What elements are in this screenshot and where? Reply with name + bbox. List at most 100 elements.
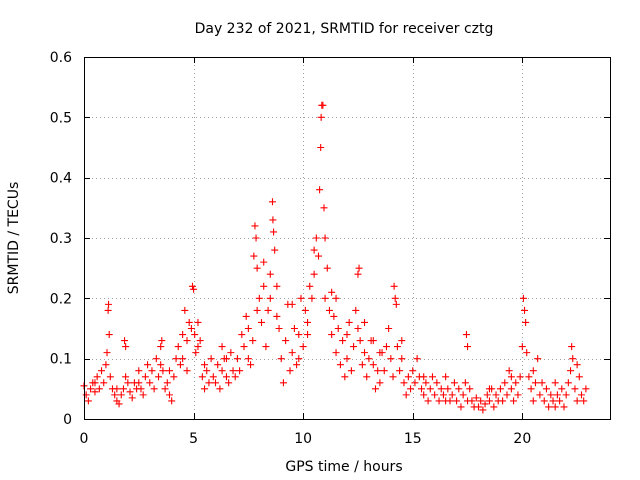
data-point bbox=[262, 343, 270, 351]
data-point bbox=[339, 337, 347, 345]
data-point bbox=[82, 391, 90, 399]
data-point bbox=[475, 403, 482, 411]
data-point bbox=[369, 361, 377, 369]
data-point bbox=[459, 391, 467, 399]
data-point bbox=[352, 306, 360, 314]
data-point bbox=[170, 373, 178, 381]
chart-title: Day 232 of 2021, SRMTID for receiver czt… bbox=[195, 21, 494, 37]
data-point bbox=[407, 385, 415, 393]
data-point bbox=[251, 222, 259, 230]
data-point bbox=[308, 294, 316, 302]
data-point bbox=[260, 258, 268, 266]
data-point bbox=[390, 282, 398, 290]
data-point bbox=[409, 367, 417, 375]
data-point bbox=[188, 282, 196, 290]
data-point bbox=[172, 355, 180, 363]
data-point bbox=[315, 252, 323, 260]
data-point bbox=[159, 367, 167, 375]
data-point bbox=[273, 282, 281, 290]
data-point bbox=[244, 325, 252, 332]
axis-ticks bbox=[84, 57, 610, 420]
data-point bbox=[163, 379, 171, 387]
data-point bbox=[304, 318, 312, 326]
data-point bbox=[420, 373, 428, 381]
data-point bbox=[551, 403, 559, 411]
data-point bbox=[240, 343, 248, 351]
data-point bbox=[117, 391, 125, 399]
data-point bbox=[299, 343, 307, 351]
data-point bbox=[578, 391, 586, 399]
data-point bbox=[501, 379, 509, 387]
data-point bbox=[499, 397, 507, 405]
data-point bbox=[442, 373, 450, 381]
data-point bbox=[273, 312, 281, 320]
data-point bbox=[464, 397, 472, 405]
data-point bbox=[176, 361, 184, 369]
data-point bbox=[260, 282, 268, 290]
data-point bbox=[396, 367, 404, 375]
data-point bbox=[472, 394, 480, 402]
data-point bbox=[510, 397, 518, 405]
data-point bbox=[91, 388, 99, 396]
data-point bbox=[194, 318, 202, 326]
data-point bbox=[87, 385, 95, 393]
data-point bbox=[201, 385, 209, 393]
data-point bbox=[369, 337, 377, 345]
data-point bbox=[316, 186, 324, 194]
data-point bbox=[371, 385, 379, 393]
data-point bbox=[540, 397, 548, 405]
data-point bbox=[496, 385, 504, 393]
data-point bbox=[102, 361, 110, 369]
data-point bbox=[198, 373, 206, 381]
data-point bbox=[207, 355, 215, 363]
data-point bbox=[568, 343, 576, 351]
data-point bbox=[203, 367, 211, 375]
data-point bbox=[426, 385, 434, 393]
data-point bbox=[464, 343, 472, 351]
data-point bbox=[529, 397, 537, 405]
data-point bbox=[518, 343, 526, 351]
data-point bbox=[115, 400, 123, 408]
data-point bbox=[225, 379, 233, 387]
data-point bbox=[264, 306, 272, 314]
data-point bbox=[527, 385, 535, 393]
data-point bbox=[236, 367, 244, 375]
data-point bbox=[168, 397, 176, 405]
data-point bbox=[507, 373, 515, 381]
data-point bbox=[144, 361, 152, 369]
data-point bbox=[356, 337, 364, 345]
data-point bbox=[376, 349, 384, 357]
data-point bbox=[462, 331, 470, 339]
data-point bbox=[242, 312, 250, 320]
data-point bbox=[106, 373, 114, 381]
data-point bbox=[332, 349, 340, 357]
x-tick-label: 0 bbox=[80, 431, 89, 447]
data-point bbox=[301, 306, 309, 314]
data-point bbox=[400, 379, 408, 387]
data-point bbox=[380, 367, 388, 375]
data-point bbox=[187, 325, 195, 332]
data-point bbox=[279, 379, 287, 387]
data-point bbox=[392, 300, 400, 308]
data-point bbox=[507, 385, 515, 393]
data-point bbox=[418, 385, 426, 393]
data-point bbox=[428, 373, 436, 381]
data-point bbox=[580, 397, 588, 405]
data-point bbox=[439, 391, 447, 399]
data-point bbox=[282, 337, 290, 345]
data-point bbox=[321, 294, 329, 302]
data-point bbox=[295, 331, 303, 339]
data-point bbox=[135, 367, 143, 375]
data-point bbox=[179, 355, 187, 363]
data-point bbox=[549, 397, 557, 405]
data-point bbox=[113, 385, 121, 393]
data-point bbox=[391, 294, 399, 302]
data-point bbox=[275, 325, 283, 332]
data-point bbox=[255, 294, 263, 302]
data-point bbox=[185, 318, 193, 326]
data-point bbox=[575, 373, 583, 381]
data-point bbox=[271, 246, 279, 254]
data-point bbox=[194, 343, 202, 351]
y-tick-label: 0.1 bbox=[50, 352, 72, 368]
data-point bbox=[192, 349, 200, 357]
